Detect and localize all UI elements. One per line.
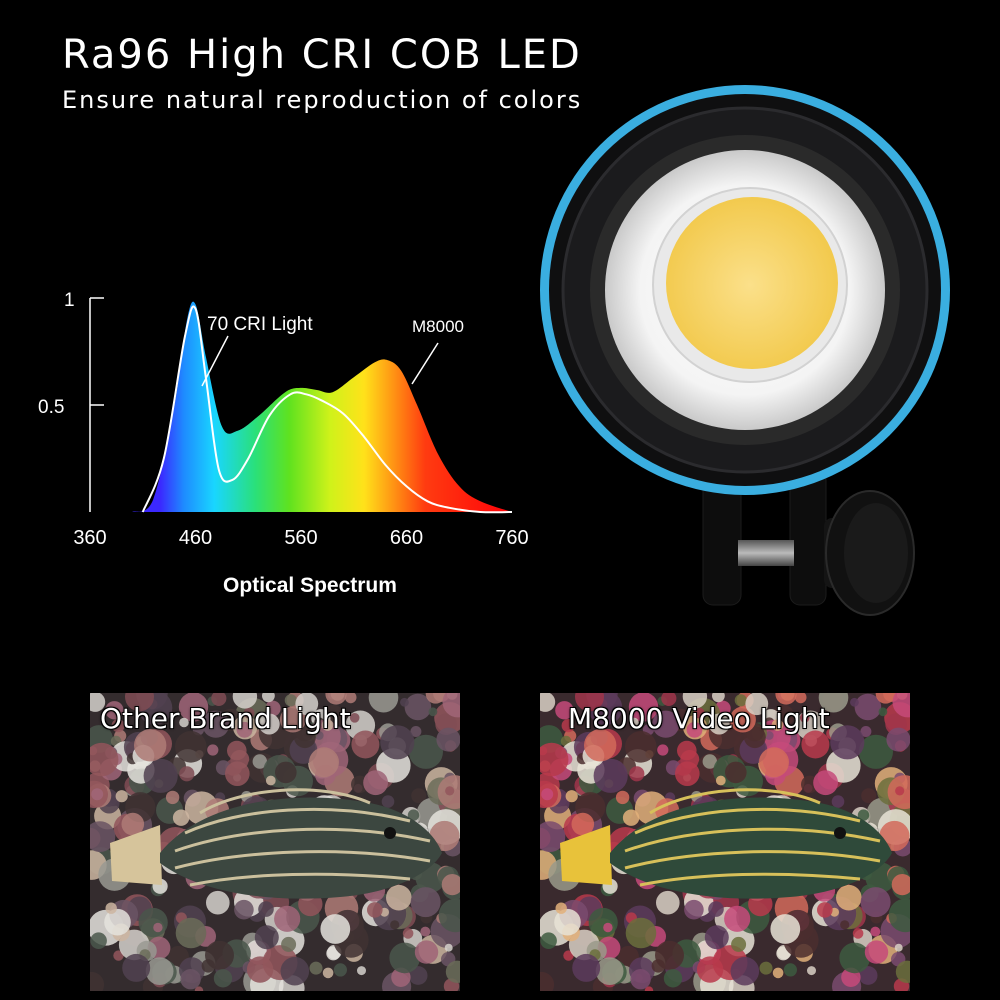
chart-axes: 1 0.5 [38,290,104,512]
y-tick-label-0-5: 0.5 [38,397,64,418]
mount-bracket [702,469,827,606]
cob-led [666,197,838,369]
triggerfish [560,788,892,899]
chart-marks [132,301,513,514]
annotation-leader-m8000 [411,342,439,385]
spectrum-chart: 1 0.5 360 460 560 660 760 70 CRI Light M8000… [38,290,529,597]
annotation-m8000: M8000 [412,317,464,336]
x-axis-label: Optical Spectrum [223,574,397,597]
x-tick-label: 760 [495,527,528,549]
label-other-brand: Other Brand Light [100,702,351,735]
x-tick-label: 360 [73,527,106,549]
video-light-product [540,85,950,616]
mounting-knob-icon [824,490,915,616]
series-line-70-cri [141,305,513,514]
series-area-m8000 [132,301,512,512]
x-tick-label: 560 [284,527,317,549]
comparison-photo-other-brand [90,693,460,991]
annotation-70-cri: 70 CRI Light [207,314,313,335]
y-tick-label-1: 1 [64,290,75,311]
comparison-photo-m8000 [540,693,910,991]
page-title: Ra96 High CRI COB LED [62,32,582,78]
triggerfish [110,788,442,899]
annotation-leader-70cri [201,335,229,387]
x-tick-labels: 360 460 560 660 760 [73,527,528,549]
x-tick-label: 460 [179,527,212,549]
reef-scene [540,693,910,991]
x-tick-label: 660 [390,527,423,549]
label-m8000: M8000 Video Light [568,702,830,735]
page-subtitle: Ensure natural reproduction of colors [62,86,583,114]
reef-scene [90,693,460,991]
